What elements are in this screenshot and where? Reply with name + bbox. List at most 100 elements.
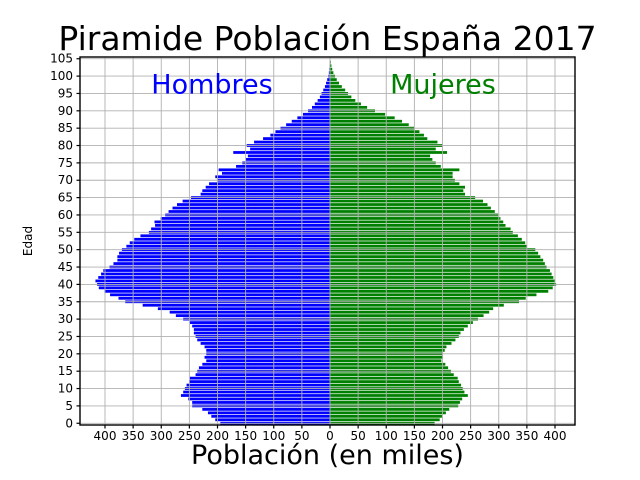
female-population-bar: [330, 203, 488, 206]
y-tick-label: 65: [58, 191, 73, 205]
female-population-bar: [330, 345, 447, 349]
female-population-bar: [330, 255, 541, 259]
female-population-bar: [330, 328, 464, 331]
male-population-bar: [175, 314, 330, 318]
male-population-bar: [236, 164, 330, 168]
female-population-bar: [330, 331, 461, 335]
male-population-bar: [157, 307, 330, 311]
female-population-bar: [330, 383, 462, 387]
y-tick-label: 90: [58, 104, 73, 118]
female-population-bar: [330, 303, 504, 307]
male-population-bar: [168, 210, 330, 213]
female-population-bar: [330, 269, 550, 272]
female-population-bar: [330, 168, 460, 172]
male-population-bar: [202, 362, 330, 366]
female-population-bar: [330, 182, 460, 186]
male-population-bar: [202, 189, 330, 193]
male-population-bar: [328, 71, 330, 75]
x-tick-label: 350: [515, 429, 538, 443]
female-population-bar: [330, 293, 537, 297]
male-population-bar: [200, 342, 330, 345]
female-population-bar: [330, 307, 494, 311]
female-population-bar: [330, 171, 453, 175]
female-population-bar: [330, 310, 490, 314]
male-series-label: Hombres: [151, 69, 273, 101]
male-population-bar: [186, 383, 330, 387]
male-population-bar: [222, 171, 330, 175]
female-population-bar: [330, 324, 468, 328]
y-tick-label: 70: [58, 173, 73, 187]
y-tick-label: 30: [58, 312, 73, 326]
female-population-bar: [330, 338, 456, 342]
y-tick-label: 15: [58, 364, 73, 378]
male-population-bar: [118, 296, 330, 300]
y-tick-label: 40: [58, 277, 73, 291]
y-tick-label: 95: [58, 86, 73, 100]
male-population-bar: [215, 175, 330, 179]
female-population-bar: [330, 185, 465, 189]
female-population-bar: [330, 227, 511, 231]
male-population-bar: [103, 269, 330, 272]
female-population-bar: [330, 390, 465, 394]
y-tick-label: 0: [65, 416, 73, 430]
male-population-bar: [263, 137, 330, 140]
y-tick-label: 100: [50, 69, 73, 83]
female-population-bar: [330, 321, 473, 324]
plot-border: [79, 56, 576, 426]
female-population-bar: [330, 210, 495, 213]
male-population-bar: [297, 116, 330, 120]
male-population-bar: [95, 279, 330, 283]
x-tick-label: 100: [262, 429, 285, 443]
x-tick-label: 200: [206, 429, 229, 443]
male-population-bar: [197, 338, 330, 342]
y-tick-label: 105: [50, 52, 73, 66]
female-population-bar: [330, 418, 440, 422]
y-tick-label: 10: [58, 382, 73, 396]
y-tick-label: 50: [58, 243, 73, 257]
female-population-bar: [330, 78, 337, 81]
male-population-bar: [286, 123, 330, 127]
female-population-bar: [330, 223, 506, 227]
male-population-bar: [312, 105, 330, 109]
female-population-bar: [330, 314, 484, 318]
male-population-bar: [327, 78, 330, 81]
y-tick-label: 55: [58, 225, 73, 239]
male-population-bar: [117, 255, 330, 259]
female-population-bar: [330, 102, 361, 106]
female-population-bar: [330, 397, 463, 401]
female-population-bar: [330, 206, 491, 210]
male-population-bar: [254, 140, 330, 144]
female-population-bar: [330, 119, 402, 123]
x-tick-label: 300: [487, 429, 510, 443]
male-population-bar: [110, 293, 330, 297]
x-tick-label: 100: [375, 429, 398, 443]
female-population-bar: [330, 251, 539, 255]
male-population-bar: [275, 130, 330, 134]
male-population-bar: [155, 223, 330, 227]
female-population-bar: [330, 151, 447, 154]
female-population-bar: [330, 411, 446, 415]
female-population-bar: [330, 105, 368, 109]
male-population-bar: [205, 185, 330, 189]
y-tick-label: 60: [58, 208, 73, 222]
male-population-bar: [209, 182, 330, 186]
female-population-bar: [330, 407, 450, 411]
male-population-bar: [192, 324, 330, 328]
female-population-bar: [330, 133, 424, 137]
male-population-bar: [202, 407, 330, 411]
female-population-bar: [330, 147, 436, 151]
male-population-bar: [291, 119, 330, 123]
male-population-bar: [177, 203, 330, 206]
female-population-bar: [330, 130, 420, 134]
male-population-bar: [182, 199, 330, 203]
female-population-bar: [330, 81, 339, 85]
female-population-bar: [330, 154, 431, 158]
y-tick-label: 25: [58, 329, 73, 343]
male-population-bar: [326, 81, 330, 85]
x-tick-label: 50: [350, 429, 365, 443]
male-population-bar: [233, 151, 330, 154]
female-population-bar: [330, 244, 527, 248]
male-population-bar: [193, 328, 330, 331]
female-population-bar: [330, 262, 545, 265]
